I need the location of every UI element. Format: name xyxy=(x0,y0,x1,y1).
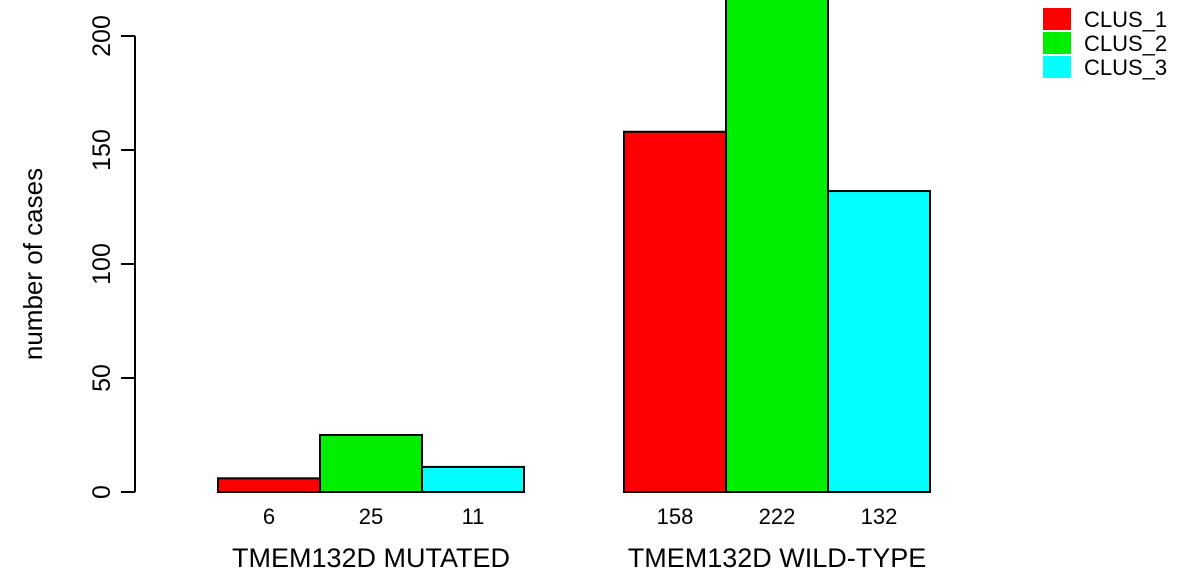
legend-swatch xyxy=(1043,8,1071,30)
legend-label: CLUS_2 xyxy=(1084,31,1167,56)
bar-clus-1 xyxy=(623,130,727,493)
y-axis-title: number of cases xyxy=(18,168,48,360)
y-tick-label: 100 xyxy=(88,243,116,285)
group-label: TMEM132D WILD-TYPE xyxy=(628,543,927,573)
bar-clus-3 xyxy=(421,465,525,494)
legend-label: CLUS_1 xyxy=(1084,7,1167,32)
bar-clus-3 xyxy=(827,190,931,493)
bar-count-label: 25 xyxy=(359,504,383,529)
legend-label: CLUS_3 xyxy=(1084,55,1167,80)
bar-count-label: 132 xyxy=(861,504,898,529)
y-tick-label: 200 xyxy=(88,15,116,57)
bar-count-label: 11 xyxy=(462,504,485,529)
bar-clus-2 xyxy=(319,434,423,493)
y-tick-label: 0 xyxy=(88,485,116,499)
group-label: TMEM132D MUTATED xyxy=(232,543,510,573)
bar-count-label: 6 xyxy=(263,504,275,529)
bar-clus-2 xyxy=(725,0,829,494)
legend-swatch xyxy=(1043,32,1071,54)
bar-count-label: 222 xyxy=(759,504,796,529)
count-labels: 6 25 11 158 222 132 xyxy=(263,504,897,529)
y-tick-label: 150 xyxy=(88,129,116,171)
legend-swatch xyxy=(1043,56,1071,78)
y-axis: 0 50 100 150 200 xyxy=(88,15,136,499)
group-labels: TMEM132D MUTATED TMEM132D WILD-TYPE xyxy=(232,543,926,573)
bar-clus-1 xyxy=(217,477,321,494)
y-tick-label: 50 xyxy=(88,364,116,392)
bar-count-label: 158 xyxy=(657,504,694,529)
bars xyxy=(217,0,931,494)
